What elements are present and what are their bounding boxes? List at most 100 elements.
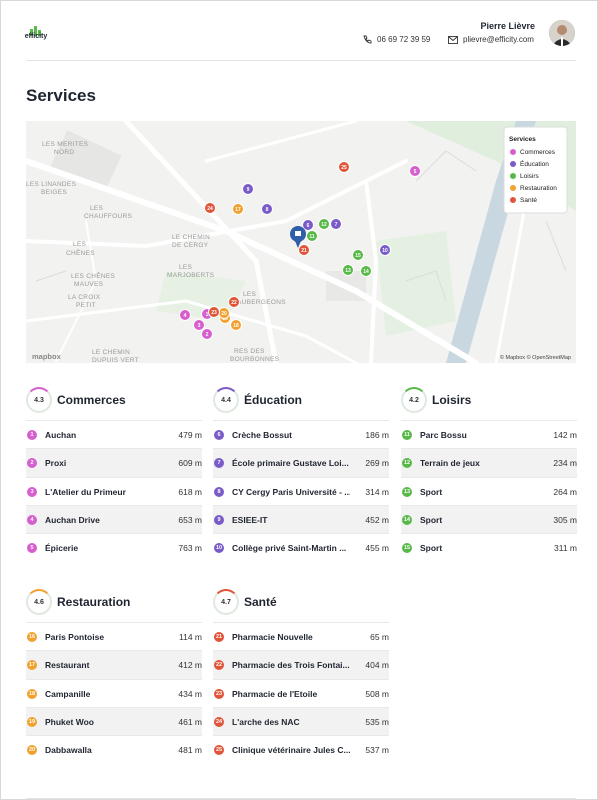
map-logo: mapbox <box>32 352 62 361</box>
service-row: 16 Paris Pontoise 114 m <box>26 622 202 651</box>
map-marker <box>230 319 242 331</box>
category-header: 4.6 Restauration <box>26 589 202 619</box>
service-number: 18 <box>27 688 37 699</box>
service-name: Parc Bossu <box>420 430 467 440</box>
map-place-label: LE CHEMIN <box>92 349 130 356</box>
category-name: Santé <box>244 595 277 609</box>
service-row: 1 Auchan 479 m <box>26 420 202 449</box>
map-marker-label: 10 <box>382 248 388 254</box>
service-category: 4.3 Commerces 1 Auchan 479 m 2 Proxi 609 m 3 L'At… <box>26 387 202 567</box>
service-name: Collège privé Saint-Martin ... <box>232 543 347 554</box>
map-marker-label: 1 <box>206 312 209 318</box>
map-marker <box>298 244 310 256</box>
map-place-label: LES <box>73 241 87 248</box>
map-marker <box>360 265 372 277</box>
service-row: 9 ESIEE-IT 452 m <box>213 504 389 534</box>
service-number: 17 <box>27 660 37 671</box>
map-place-label: DE CERGY <box>172 242 209 249</box>
map-marker <box>204 202 216 214</box>
map-marker-label: 19 <box>222 316 228 322</box>
legend-swatch <box>510 173 516 179</box>
category-header: 4.3 Commerces <box>26 387 202 417</box>
brand: efficity <box>24 33 48 40</box>
service-distance: 537 m <box>365 745 389 756</box>
service-row: 17 Restaurant 412 m <box>26 650 202 680</box>
service-name: ESIEE-IT <box>232 514 268 525</box>
legend-label: Restauration <box>520 185 557 192</box>
service-distance: 618 m <box>178 486 202 497</box>
map-place-label: LES <box>90 205 104 212</box>
map-marker <box>208 306 220 318</box>
map-marker <box>302 219 314 231</box>
service-name: Phuket Woo <box>45 716 94 727</box>
service-category: 4.6 Restauration 16 Paris Pontoise 114 m 17 Re… <box>26 589 202 769</box>
map-marker-label: 22 <box>231 300 237 306</box>
legend-swatch <box>510 197 516 203</box>
service-row: 23 Pharmacie de l'Etoile 508 m <box>213 678 389 708</box>
service-row: 10 Collège privé Saint-Martin ... 455 m <box>213 533 389 562</box>
service-name: Sport <box>420 486 443 497</box>
email-icon <box>448 36 458 44</box>
service-number: 19 <box>27 716 37 727</box>
service-name: L'Atelier du Primeur <box>45 486 126 497</box>
map-marker-label: 13 <box>345 268 351 274</box>
map-marker-label: 12 <box>321 222 327 228</box>
service-category: 4.2 Loisirs 11 Parc Bossu 142 m 12 Terrain de … <box>401 387 577 567</box>
service-number: 8 <box>214 486 224 497</box>
category-score: 4.7 <box>213 589 239 615</box>
legend-swatch <box>510 161 516 167</box>
category-name: Commerces <box>57 393 126 407</box>
phone-icon <box>363 35 372 44</box>
category-header: 4.7 Santé <box>213 589 389 619</box>
category-name: Restauration <box>57 595 131 609</box>
map-marker-label: 2 <box>206 332 209 338</box>
map-marker-label: 15 <box>355 253 361 259</box>
legend-label: Commerces <box>520 149 556 156</box>
service-category: 4.7 Santé 21 Pharmacie Nouvelle 65 m 22 Pharma… <box>213 589 389 769</box>
map-place-label: LE CHEMIN <box>172 234 210 241</box>
service-number: 21 <box>214 632 224 642</box>
map-place-label: RES DES <box>234 348 265 355</box>
service-number: 22 <box>214 660 224 671</box>
map-marker-label: 9 <box>247 187 250 193</box>
email: plievre@efficity.com <box>463 35 534 44</box>
service-name: Proxi <box>45 458 67 469</box>
map-marker-label: 14 <box>363 269 369 275</box>
service-name: L'arche des NAC <box>232 716 300 727</box>
category-header: 4.2 Loisirs <box>401 387 577 417</box>
service-number: 14 <box>402 514 412 525</box>
map-marker-label: 5 <box>414 169 417 175</box>
service-distance: 412 m <box>178 660 202 671</box>
service-row: 24 L'arche des NAC 535 m <box>213 706 389 736</box>
property-marker <box>290 226 306 248</box>
agent-name: Pierre Lièvre <box>480 21 535 31</box>
map-place-label: LES <box>179 264 193 271</box>
map-marker <box>179 309 191 321</box>
map-marker <box>338 161 350 173</box>
service-number: 16 <box>27 632 37 642</box>
service-name: Paris Pontoise <box>45 632 105 642</box>
service-distance: 65 m <box>370 632 389 642</box>
map-place-label: LA CROIX <box>68 294 101 301</box>
divider <box>26 60 576 61</box>
map-marker <box>201 328 213 340</box>
map-marker-label: 6 <box>307 223 310 229</box>
category-header: 4.4 Éducation <box>213 387 389 417</box>
service-name: Auchan Drive <box>45 514 100 525</box>
service-number: 4 <box>27 514 37 525</box>
map-place-label: LES CHÊNES <box>71 271 116 280</box>
service-distance: 461 m <box>178 716 202 727</box>
service-name: Campanille <box>45 688 91 699</box>
map-marker <box>232 203 244 215</box>
service-row: 11 Parc Bossu 142 m <box>401 420 577 449</box>
service-row: 5 Épicerie 763 m <box>26 533 202 562</box>
category-name: Loisirs <box>432 393 472 407</box>
map-place-label: LES <box>243 291 257 298</box>
service-row: 6 Crèche Bossut 186 m <box>213 420 389 449</box>
map-marker-label: 18 <box>233 323 239 329</box>
map-place-label: CHÊNES <box>66 248 95 257</box>
service-name: Auchan <box>45 430 77 440</box>
service-row: 19 Phuket Woo 461 m <box>26 706 202 736</box>
category-score: 4.3 <box>26 387 52 413</box>
map-legend: Services Commerces Éducation Loisirs Restau… <box>503 126 568 214</box>
